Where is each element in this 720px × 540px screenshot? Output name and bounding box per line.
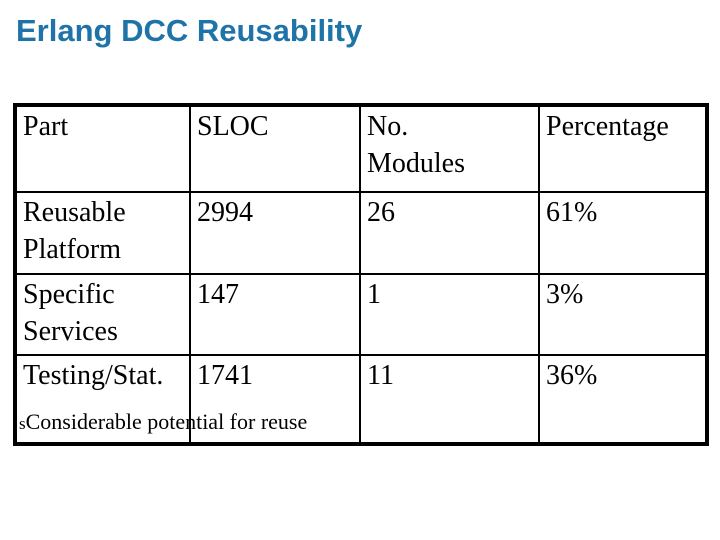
column-header-part: Part — [14, 104, 191, 193]
column-header-sloc: SLOC — [189, 104, 361, 193]
cell-percentage: 36% — [538, 354, 708, 445]
table-header-row: Part SLOC No. Modules Percentage — [14, 104, 708, 193]
cell-percentage: 61% — [538, 191, 708, 275]
cell-modules: 11 — [359, 354, 540, 445]
cell-sloc: 147 — [189, 273, 361, 356]
cell-sloc: 2994 — [189, 191, 361, 275]
bullet-line: sConsiderable potential for reuse — [19, 408, 307, 438]
cell-sloc: 1741 — [189, 354, 361, 445]
bullet-marker-icon: s — [19, 414, 26, 433]
cell-part: Specific Services — [14, 273, 191, 356]
table-row: Testing/Stat. 1741 11 36% — [14, 354, 708, 445]
reusability-table: Part SLOC No. Modules Percentage Reusabl… — [13, 103, 709, 446]
column-header-modules: No. Modules — [359, 104, 540, 193]
slide-title: Erlang DCC Reusability — [16, 13, 363, 48]
cell-part: Testing/Stat. — [14, 354, 191, 445]
table-row: Specific Services 147 1 3% — [14, 273, 708, 356]
column-header-percentage: Percentage — [538, 104, 708, 193]
cell-modules: 26 — [359, 191, 540, 275]
cell-part: Reusable Platform — [14, 191, 191, 275]
table-row: Reusable Platform 2994 26 61% — [14, 191, 708, 275]
cell-percentage: 3% — [538, 273, 708, 356]
cell-modules: 1 — [359, 273, 540, 356]
bullet-label: Considerable potential for reuse — [25, 409, 308, 434]
